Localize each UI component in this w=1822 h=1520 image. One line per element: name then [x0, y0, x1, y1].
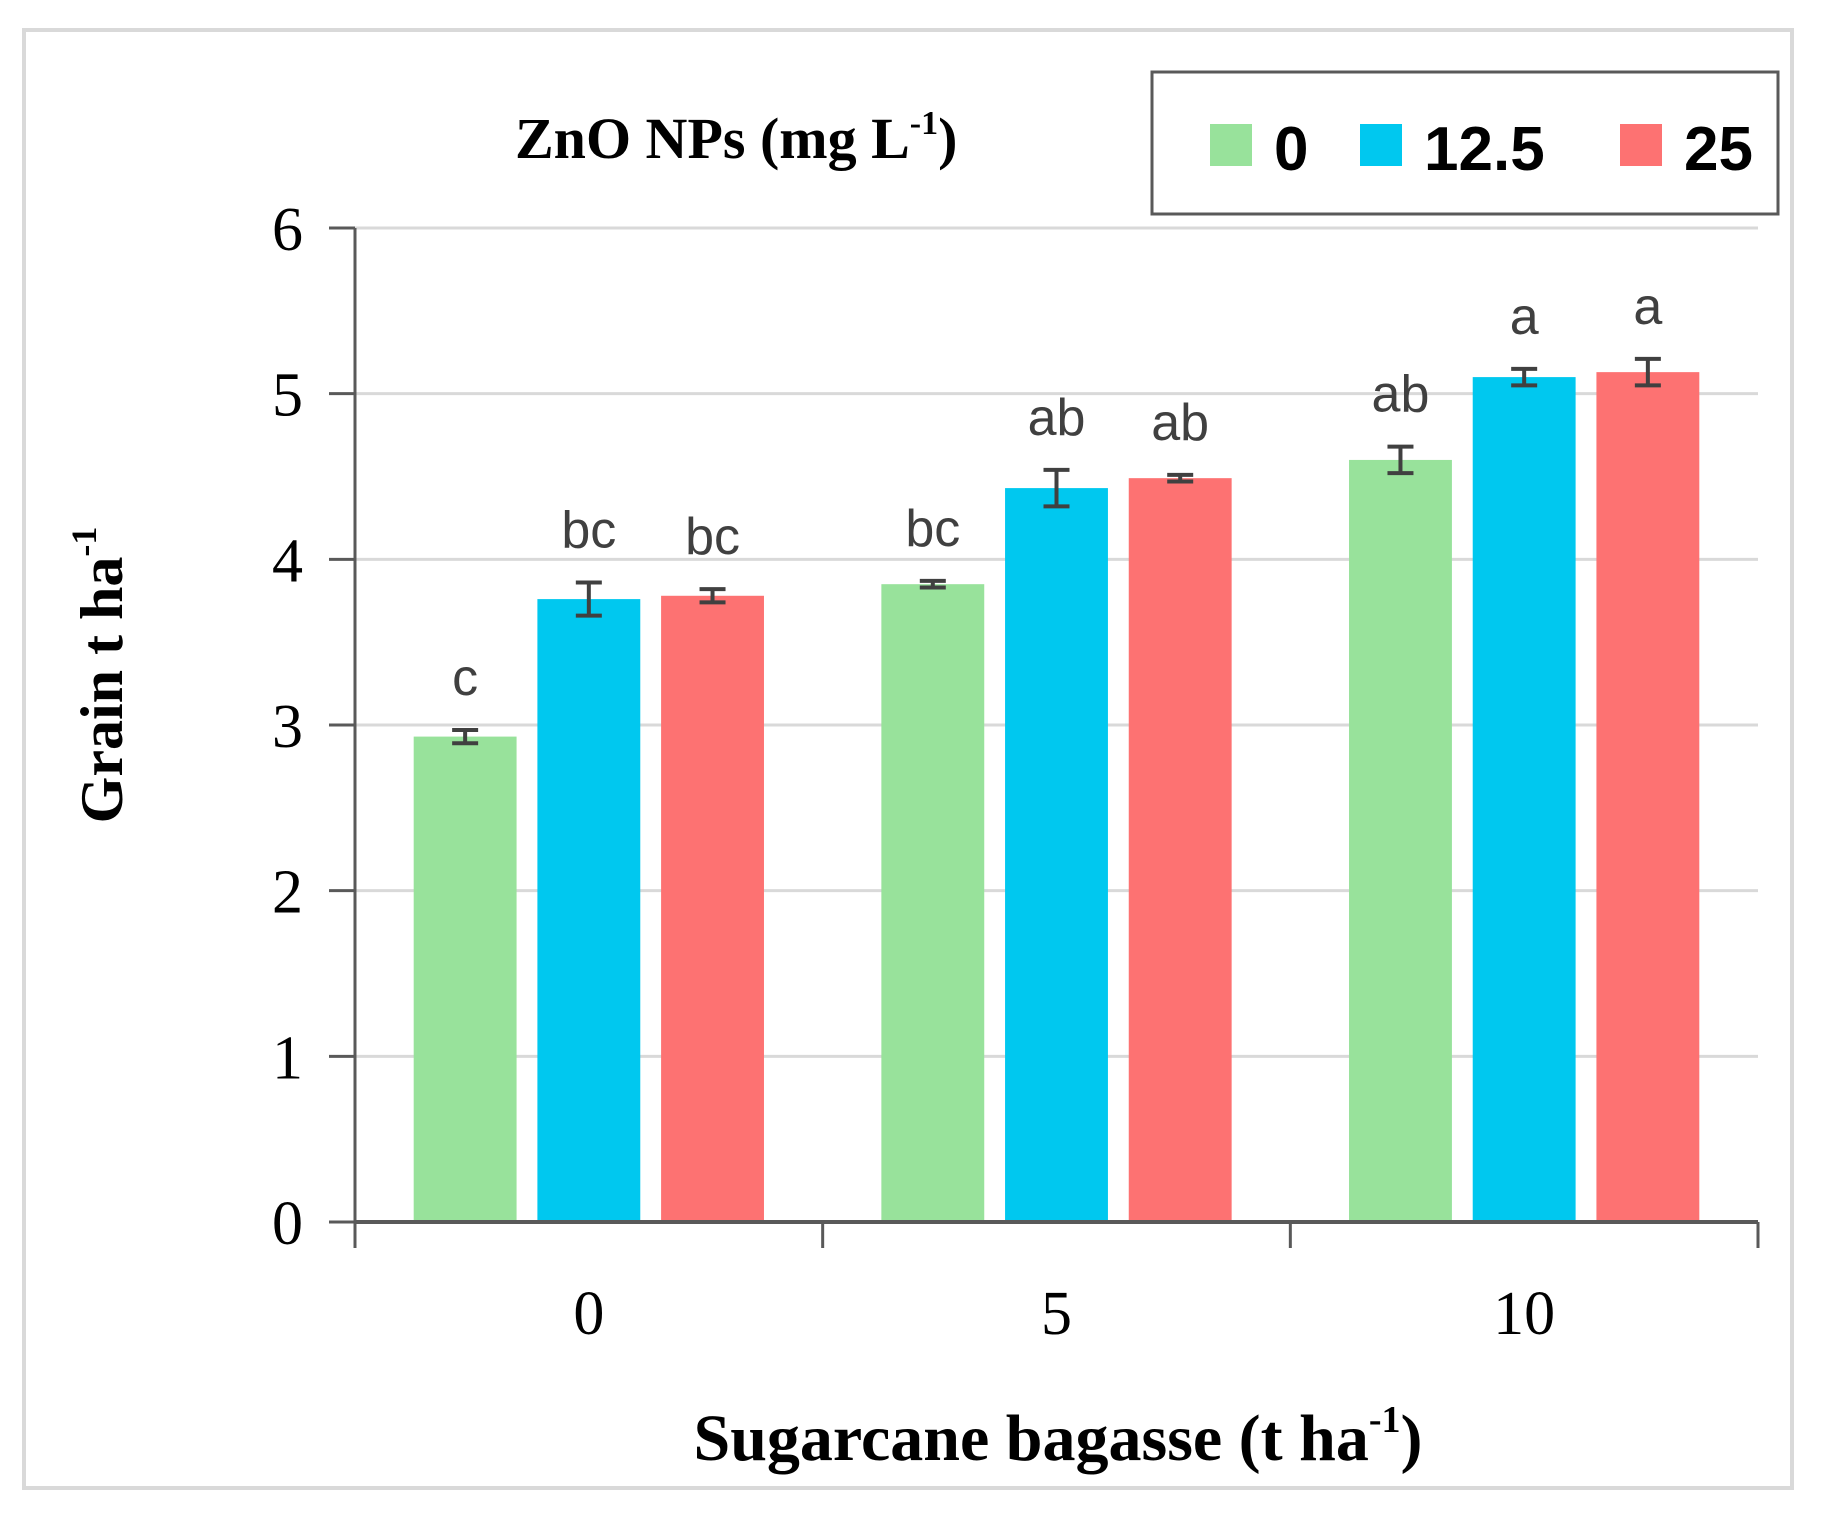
y-tick-label: 6: [272, 196, 303, 264]
labels: 0 1 2 3 4 5 6 0 c bc bc 5 bc ab ab 10 ab a a: [272, 196, 1662, 1348]
bar: [413, 736, 517, 1222]
significance-letter: a: [1510, 288, 1539, 346]
legend-label: 25: [1684, 115, 1753, 184]
bar: [1596, 372, 1700, 1222]
y-tick-label: 2: [272, 859, 303, 927]
y-tick-label: 5: [272, 362, 303, 430]
bar: [661, 595, 764, 1222]
bar: [1128, 478, 1232, 1222]
significance-letter: ab: [1151, 394, 1209, 452]
bars: [413, 356, 1700, 1223]
legend-label: 12.5: [1424, 115, 1545, 184]
y-tick-label: 4: [272, 527, 303, 595]
y-tick-label: 3: [272, 693, 303, 761]
legend-swatch: [1620, 124, 1662, 166]
bar: [881, 584, 985, 1222]
x-tick-label: 5: [1041, 1280, 1072, 1348]
axes: [329, 226, 1760, 1248]
bar: [1005, 488, 1108, 1222]
significance-letter: a: [1633, 278, 1662, 336]
bar: [1349, 459, 1452, 1222]
x-tick-label: 0: [573, 1280, 604, 1348]
legend-title: ZnO NPs (mg L-1): [515, 105, 957, 171]
significance-letter: bc: [905, 500, 960, 558]
chart-frame: [22, 28, 1794, 1490]
significance-letter: c: [452, 649, 478, 707]
y-tick-label: 0: [272, 1190, 303, 1258]
legend: 0 12.5 25: [1150, 70, 1780, 216]
legend-swatch: [1210, 124, 1252, 166]
legend-label: 0: [1274, 115, 1308, 184]
legend-swatch: [1360, 124, 1402, 166]
bar: [1472, 377, 1576, 1223]
y-tick-label: 1: [272, 1024, 303, 1092]
bar: [537, 599, 641, 1222]
x-axis-label: Sugarcane bagasse (t ha-1): [694, 1399, 1423, 1475]
legend-box: [1150, 70, 1780, 216]
x-tick-label: 10: [1493, 1280, 1555, 1348]
significance-letter: bc: [685, 508, 740, 566]
significance-letter: ab: [1372, 366, 1430, 424]
significance-letter: bc: [561, 502, 616, 560]
y-axis-label: Grain t ha-1: [64, 527, 135, 824]
significance-letter: ab: [1028, 389, 1086, 447]
